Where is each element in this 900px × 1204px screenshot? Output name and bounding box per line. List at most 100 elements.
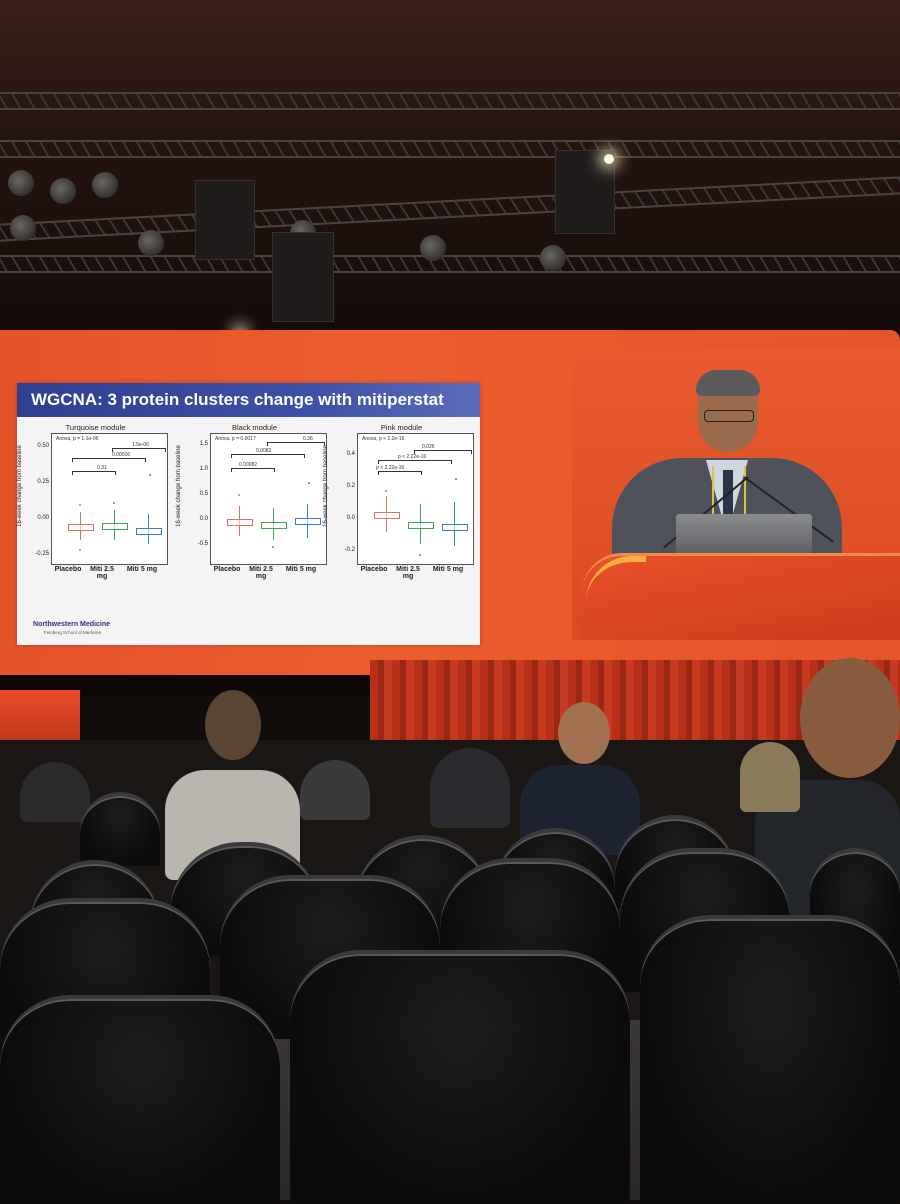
outlier-point xyxy=(79,549,81,551)
audience-member xyxy=(740,742,800,812)
comparison-p: 0.0082 xyxy=(256,448,272,454)
comparison-p: 1.5e-06 xyxy=(132,442,149,448)
box-placebo xyxy=(68,524,94,531)
comparison-bracket xyxy=(112,448,166,452)
auditorium-chair xyxy=(290,950,630,1204)
x-label: Placebo xyxy=(360,566,388,573)
box-miti-5 xyxy=(442,524,468,531)
audience-head xyxy=(558,702,610,764)
box-miti-5 xyxy=(136,528,162,535)
plot-area: Anova, p = 0.0017 0.36 0.0082 0.00082 xyxy=(210,433,327,565)
speaker-array xyxy=(555,150,615,234)
y-tick: 1.5 xyxy=(199,441,208,447)
ceiling-rigging xyxy=(0,0,900,340)
audience-member xyxy=(300,760,370,820)
stage-light xyxy=(138,230,164,256)
y-tick: -0.5 xyxy=(197,541,208,547)
stage-left-panel xyxy=(0,690,80,740)
comparison-p: 0.026 xyxy=(422,444,435,450)
outlier-point xyxy=(455,478,457,480)
boxplot-panel-pink: Pink module 16-week change from baseline… xyxy=(323,423,474,613)
panel-title: Turquoise module xyxy=(65,423,126,432)
anova-label: Anova, p < 2.2e-16 xyxy=(362,436,405,442)
podium-stripe xyxy=(586,556,646,602)
outlier-point xyxy=(113,502,115,504)
truss xyxy=(0,175,900,243)
speaker-lanyard xyxy=(712,466,746,516)
comparison-bracket xyxy=(72,458,146,462)
boxplot-panel-black: Black module 16-week change from baselin… xyxy=(176,423,327,613)
truss xyxy=(0,140,900,158)
speaker-array xyxy=(195,180,255,260)
speaker-glasses xyxy=(704,410,754,422)
x-label: Placebo xyxy=(54,566,82,573)
y-axis-label: 16-week change from baseline xyxy=(323,445,329,527)
audience-member xyxy=(20,762,90,822)
box-placebo xyxy=(374,512,400,519)
y-tick: 0.0 xyxy=(346,515,355,521)
outlier-point xyxy=(238,494,240,496)
anova-label: Anova, p = 0.0017 xyxy=(215,436,256,442)
x-label: Miti 5 mg xyxy=(432,566,464,573)
outlier-point xyxy=(149,474,151,476)
box-miti-5 xyxy=(295,518,321,525)
y-tick: 0.2 xyxy=(346,483,355,489)
x-label: Miti 2.5 mg xyxy=(396,566,420,580)
laptop xyxy=(676,514,812,556)
comparison-p: 0.31 xyxy=(97,465,107,471)
y-tick: 1.0 xyxy=(199,466,208,472)
y-axis-label: 16-week change from baseline xyxy=(17,445,23,527)
stage-light xyxy=(540,245,566,271)
outlier-point xyxy=(385,490,387,492)
plot-area: Anova, p < 2.2e-16 0.026 p < 2.22e-16 p … xyxy=(357,433,474,565)
comparison-bracket xyxy=(231,468,275,472)
y-tick: -0.2 xyxy=(344,547,355,553)
y-tick: 0.25 xyxy=(37,479,49,485)
comparison-p: 0.00016 xyxy=(112,452,131,458)
boxplot-panel-turquoise: Turquoise module 16-week change from bas… xyxy=(17,423,168,613)
plot-area: Anova, p = 1.1e-06 1.5e-06 0.00016 0.31 xyxy=(51,433,168,565)
box-placebo xyxy=(227,519,253,526)
presentation-slide: WGCNA: 3 protein clusters change with mi… xyxy=(17,383,480,645)
institution-logo: Northwestern Medicine xyxy=(33,621,111,628)
stage-light xyxy=(8,170,34,196)
outlier-point xyxy=(419,554,421,556)
speaker-array xyxy=(272,232,334,322)
box-miti-2-5 xyxy=(408,522,434,529)
stage-light xyxy=(420,235,446,261)
audience-head xyxy=(205,690,261,760)
outlier-point xyxy=(79,504,81,506)
institution-subtitle: Feinberg School of Medicine xyxy=(44,630,102,635)
comparison-bracket xyxy=(378,471,422,475)
x-label: Placebo xyxy=(213,566,241,573)
panel-title: Black module xyxy=(231,423,278,432)
y-tick: 0.0 xyxy=(199,516,208,522)
x-label: Miti 5 mg xyxy=(126,566,158,573)
comparison-p: p < 2.22e-16 xyxy=(398,454,427,460)
comparison-bracket xyxy=(414,450,472,454)
spotlight xyxy=(604,154,614,164)
x-label: Miti 5 mg xyxy=(285,566,317,573)
box-miti-2-5 xyxy=(102,523,128,530)
x-label: Miti 2.5 mg xyxy=(90,566,114,580)
slide-title: WGCNA: 3 protein clusters change with mi… xyxy=(31,390,444,409)
y-tick: -0.25 xyxy=(35,551,49,557)
audience-member xyxy=(430,748,510,828)
speaker-video-feed xyxy=(572,348,900,640)
auditorium-chair xyxy=(80,792,160,866)
stage-light xyxy=(50,178,76,204)
panel-title: Pink module xyxy=(380,423,423,432)
comparison-p: 0.36 xyxy=(303,436,313,442)
outlier-point xyxy=(308,482,310,484)
y-tick: 0.4 xyxy=(346,451,355,457)
anova-label: Anova, p = 1.1e-06 xyxy=(56,436,99,442)
y-tick: 0.5 xyxy=(199,491,208,497)
audience-head xyxy=(800,658,900,778)
speaker-hair xyxy=(696,370,760,396)
slide-header-bar: WGCNA: 3 protein clusters change with mi… xyxy=(17,383,480,417)
comparison-bracket xyxy=(378,460,452,464)
auditorium-chair xyxy=(640,915,900,1204)
truss xyxy=(0,92,900,110)
y-axis-label: 16-week change from baseline xyxy=(176,445,182,527)
comparison-bracket xyxy=(72,471,116,475)
